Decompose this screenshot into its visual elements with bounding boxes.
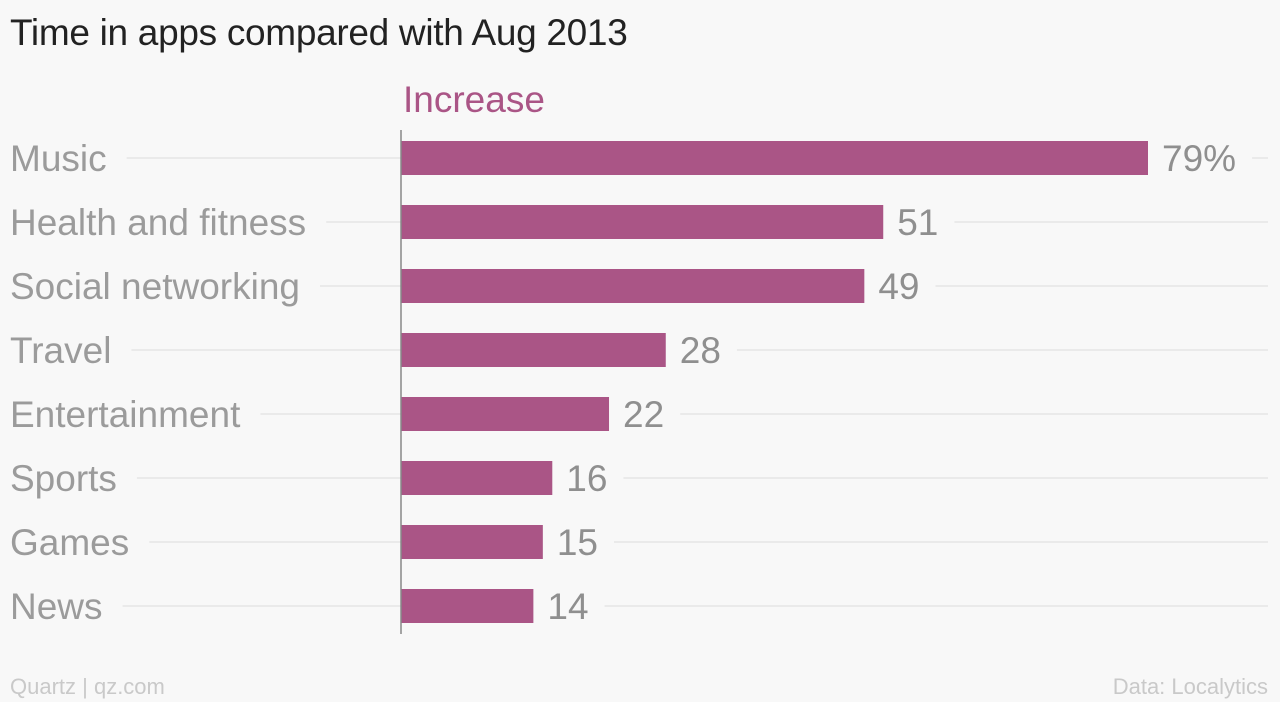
data-credit: Data: Localytics [1112,674,1268,699]
value-label-travel: 28 [680,330,721,371]
value-label-music: 79% [1162,138,1236,179]
labels: Music 79% Health and fitness 51 Social netwo… [10,138,1236,627]
category-label-travel: Travel [10,330,111,371]
category-label-entertainment: Entertainment [10,394,241,435]
source-credit: Quartz | qz.com [10,674,165,699]
value-label-social-networking: 49 [878,266,919,307]
bar-music [401,141,1148,175]
bar-entertainment [401,397,610,431]
bar-social-networking [401,269,865,303]
value-label-health-and-fitness: 51 [897,202,938,243]
bar-health-and-fitness [401,205,884,239]
category-label-music: Music [10,138,107,179]
category-label-social-networking: Social networking [10,266,300,307]
bar-travel [401,333,666,367]
value-label-games: 15 [557,522,598,563]
value-label-entertainment: 22 [623,394,664,435]
category-label-news: News [10,586,103,627]
bar-games [401,525,543,559]
chart-title: Time in apps compared with Aug 2013 [10,12,628,53]
category-label-health-and-fitness: Health and fitness [10,202,306,243]
bar-news [401,589,534,623]
series-label-increase: Increase [403,79,545,120]
category-label-sports: Sports [10,458,117,499]
bars [401,141,1148,623]
bar-sports [401,461,553,495]
gridlines [122,157,1268,607]
category-label-games: Games [10,522,129,563]
value-label-sports: 16 [566,458,607,499]
value-label-news: 14 [547,586,588,627]
